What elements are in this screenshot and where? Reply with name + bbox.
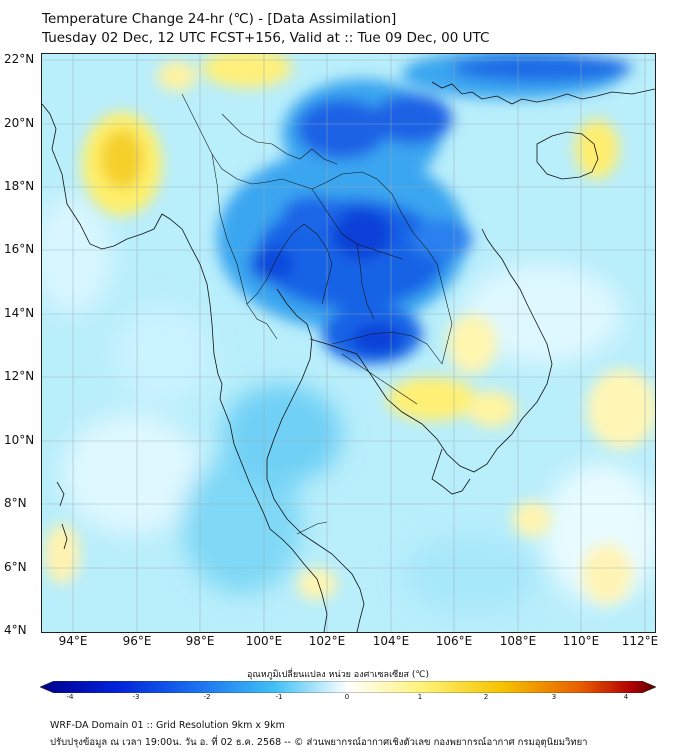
lon-label: 104°E: [372, 634, 410, 648]
footer-credit: ปรับปรุงข้อมูล ณ เวลา 19:00น. วัน อ. ที่…: [50, 737, 588, 748]
china-laos-border: [271, 143, 338, 165]
lat-label: 14°N: [4, 306, 35, 320]
peninsula-coast: [266, 288, 365, 632]
lat-label: 16°N: [4, 242, 35, 256]
colorbar-tick: 0: [344, 693, 350, 701]
lat-label: 4°N: [4, 623, 27, 637]
colorbar-tick: 3: [551, 693, 557, 701]
lat-label: 6°N: [4, 560, 27, 574]
laos-vietnam-border: [376, 178, 453, 365]
temperature-change-map[interactable]: [41, 53, 656, 633]
lat-label: 20°N: [4, 116, 35, 130]
colorbar-tick: -3: [132, 693, 140, 701]
laos-thai-border: [311, 188, 403, 260]
lat-label: 18°N: [4, 179, 35, 193]
colorbar-tick: 1: [417, 693, 423, 701]
nicobar-islands: [61, 523, 68, 550]
lon-label: 96°E: [122, 634, 152, 648]
lon-label: 100°E: [245, 634, 283, 648]
thai-province-line3: [303, 223, 333, 305]
china-myanmar-border: [221, 113, 273, 145]
south-china-coast: [431, 81, 655, 105]
field-layer-warm: [44, 54, 655, 604]
map-title: Temperature Change 24-hr (℃) - [Data Ass…: [42, 11, 397, 27]
colorbar-tick: 4: [623, 693, 629, 701]
colorbar-title: อุณหภูมิเปลี่ยนแปลง หน่วย องศาเซลเซียส (…: [246, 670, 430, 680]
colorbar: [40, 681, 656, 693]
colorbar-tick: -1: [275, 693, 283, 701]
hainan-island: [536, 131, 599, 180]
west-coast: [42, 103, 328, 632]
coastlines: [42, 81, 655, 632]
graticule: [42, 54, 655, 632]
borders: [181, 93, 453, 535]
lon-label: 112°E: [621, 634, 659, 648]
footer-model-info: WRF-DA Domain 01 :: Grid Resolution 9km …: [50, 720, 285, 731]
thai-province-line2: [356, 243, 375, 320]
myanmar-border-north: [181, 93, 378, 190]
colorbar-tick: 2: [483, 693, 489, 701]
lat-label: 12°N: [4, 369, 35, 383]
map-canvas: [42, 54, 655, 632]
map-subtitle: Tuesday 02 Dec, 12 UTC FCST+156, Valid a…: [42, 30, 490, 46]
lon-label: 110°E: [562, 634, 600, 648]
colorbar-tick: -4: [66, 693, 74, 701]
indochina-coast: [309, 228, 553, 473]
malaysia-thai-border: [296, 521, 328, 535]
lon-label: 98°E: [185, 634, 215, 648]
lat-label: 8°N: [4, 496, 27, 510]
lon-label: 108°E: [499, 634, 537, 648]
lat-label: 10°N: [4, 433, 35, 447]
cambodia-south-border: [341, 353, 418, 405]
colorbar-gradient: [40, 681, 656, 693]
mekong-delta: [431, 448, 471, 495]
lon-label: 102°E: [308, 634, 346, 648]
lon-label: 106°E: [435, 634, 473, 648]
andaman-islands: [56, 481, 65, 507]
thai-province-line: [246, 223, 305, 305]
colorbar-tick: -2: [203, 693, 211, 701]
lon-label: 94°E: [58, 634, 88, 648]
lat-label: 22°N: [4, 52, 35, 66]
cambodia-border: [331, 331, 443, 365]
myanmar-thai-border: [211, 153, 278, 340]
